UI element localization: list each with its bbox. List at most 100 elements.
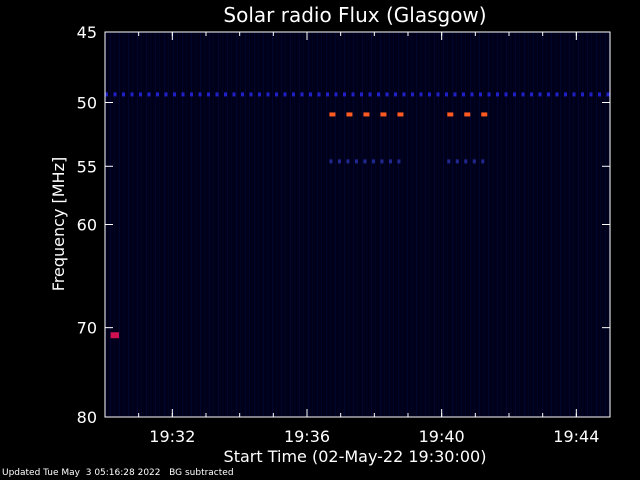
emission-mark bbox=[334, 92, 338, 97]
emission-mark bbox=[589, 92, 593, 97]
emission-mark bbox=[190, 92, 193, 97]
emission-mark bbox=[504, 92, 508, 97]
y-tick-label: 60 bbox=[77, 216, 97, 235]
emission-mark bbox=[122, 92, 125, 97]
x-tick-label: 19:36 bbox=[284, 427, 330, 446]
emission-mark bbox=[472, 159, 476, 164]
emission-mark bbox=[530, 92, 533, 97]
footer-status: Updated Tue May 3 05:16:28 2022 BG subtr… bbox=[2, 468, 234, 478]
emission-mark bbox=[241, 92, 244, 97]
emission-mark bbox=[513, 92, 516, 97]
emission-mark bbox=[564, 92, 567, 97]
emission-mark bbox=[258, 92, 261, 97]
emission-mark bbox=[445, 92, 448, 97]
emission-mark bbox=[113, 92, 117, 97]
emission-mark bbox=[198, 92, 202, 97]
emission-mark bbox=[521, 92, 525, 97]
emission-mark bbox=[181, 92, 185, 97]
emission-mark bbox=[447, 159, 451, 164]
emission-mark bbox=[346, 112, 353, 117]
emission-mark bbox=[394, 92, 397, 97]
emission-mark bbox=[538, 92, 542, 97]
y-tick-label: 50 bbox=[77, 94, 97, 113]
emission-mark bbox=[292, 92, 295, 97]
emission-mark bbox=[368, 92, 372, 97]
emission-mark bbox=[464, 159, 468, 164]
emission-mark bbox=[105, 92, 108, 97]
emission-mark bbox=[496, 92, 499, 97]
x-tick-label: 19:32 bbox=[149, 427, 195, 446]
x-axis-label: Start Time (02-May-22 19:30:00) bbox=[224, 447, 487, 466]
emission-mark bbox=[397, 159, 401, 164]
emission-mark bbox=[419, 92, 423, 97]
emission-mark bbox=[173, 92, 176, 97]
y-tick-label: 70 bbox=[77, 319, 97, 338]
emission-mark bbox=[300, 92, 304, 97]
emission-mark bbox=[360, 92, 363, 97]
emission-mark bbox=[337, 159, 341, 164]
emission-mark bbox=[402, 92, 406, 97]
emission-mark bbox=[207, 92, 210, 97]
emission-mark bbox=[380, 112, 387, 117]
emission-mark bbox=[447, 112, 454, 117]
emission-mark bbox=[598, 92, 601, 97]
emission-mark bbox=[329, 112, 336, 117]
emission-mark bbox=[470, 92, 474, 97]
emission-mark bbox=[397, 112, 404, 117]
emission-mark bbox=[363, 112, 370, 117]
emission-mark bbox=[354, 159, 358, 164]
emission-mark bbox=[479, 92, 482, 97]
emission-mark bbox=[266, 92, 270, 97]
y-tick-label: 45 bbox=[77, 23, 97, 42]
emission-mark bbox=[606, 92, 610, 97]
emission-mark bbox=[371, 159, 375, 164]
emission-mark bbox=[317, 92, 321, 97]
y-axis-label: Frequency [MHz] bbox=[49, 157, 68, 291]
emission-mark bbox=[309, 92, 312, 97]
emission-mark bbox=[156, 92, 159, 97]
emission-mark bbox=[275, 92, 278, 97]
emission-mark bbox=[147, 92, 151, 97]
emission-mark bbox=[462, 92, 465, 97]
emission-mark bbox=[139, 92, 142, 97]
emission-mark bbox=[130, 92, 134, 97]
chart-title: Solar radio Flux (Glasgow) bbox=[223, 3, 486, 27]
emission-spot bbox=[110, 332, 120, 339]
emission-mark bbox=[453, 92, 457, 97]
emission-mark bbox=[411, 92, 414, 97]
emission-mark bbox=[388, 159, 392, 164]
emission-mark bbox=[377, 92, 380, 97]
x-tick-label: 19:44 bbox=[553, 427, 599, 446]
footer-separator bbox=[161, 468, 170, 478]
emission-mark bbox=[487, 92, 491, 97]
y-axis: 45 50 55 60 70 80 bbox=[77, 23, 610, 427]
emission-mark bbox=[232, 92, 236, 97]
emission-mark bbox=[346, 159, 350, 164]
emission-mark bbox=[249, 92, 253, 97]
emission-mark bbox=[481, 159, 485, 164]
spectral-features bbox=[105, 92, 610, 339]
emission-mark bbox=[581, 92, 584, 97]
emission-mark bbox=[215, 92, 219, 97]
x-axis: 19:32 19:36 19:40 19:44 bbox=[138, 32, 599, 446]
plot-background bbox=[105, 32, 610, 417]
y-tick-label: 55 bbox=[77, 157, 97, 176]
emission-mark bbox=[481, 112, 488, 117]
emission-mark bbox=[428, 92, 431, 97]
emission-mark bbox=[547, 92, 550, 97]
emission-mark bbox=[283, 92, 287, 97]
emission-mark bbox=[436, 92, 440, 97]
emission-mark bbox=[455, 159, 459, 164]
emission-mark bbox=[351, 92, 355, 97]
emission-mark bbox=[343, 92, 346, 97]
emission-mark bbox=[224, 92, 227, 97]
emission-mark bbox=[326, 92, 329, 97]
emission-mark bbox=[572, 92, 576, 97]
emission-mark bbox=[464, 112, 471, 117]
emission-mark bbox=[380, 159, 384, 164]
emission-mark bbox=[329, 159, 333, 164]
updated-timestamp: Updated Tue May 3 05:16:28 2022 bbox=[2, 468, 161, 478]
x-tick-label: 19:40 bbox=[419, 427, 465, 446]
emission-mark bbox=[363, 159, 367, 164]
